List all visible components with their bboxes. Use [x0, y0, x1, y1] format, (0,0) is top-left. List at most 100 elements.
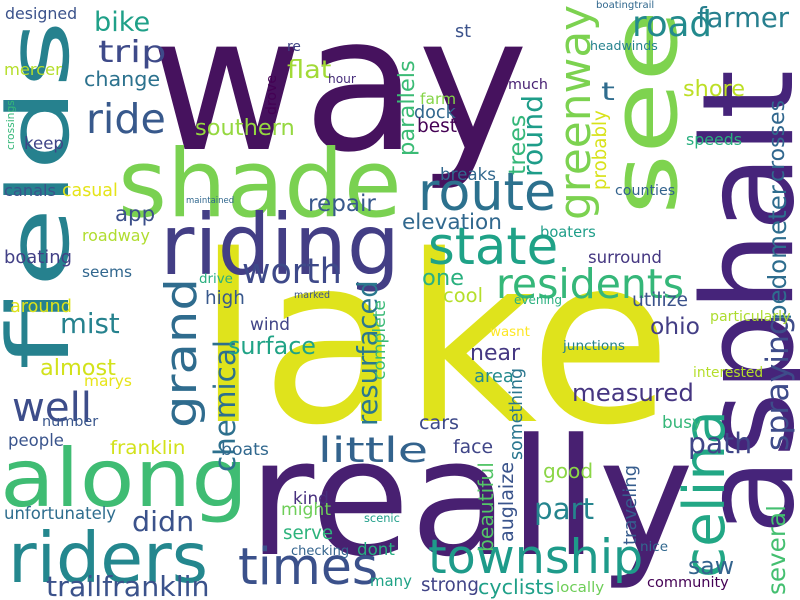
word-checking: checking	[291, 543, 350, 559]
word-way: way	[150, 0, 529, 194]
word-grand: grand	[156, 278, 207, 428]
word-utilize: utilize	[632, 289, 689, 311]
word-path: path	[688, 427, 753, 460]
word-seems: seems	[82, 262, 132, 281]
word-repair: repair	[308, 190, 376, 217]
word-shade: shade	[118, 130, 402, 239]
word-several: several	[761, 505, 791, 595]
word-community: community	[647, 574, 729, 591]
word-high: high	[205, 288, 245, 309]
word-well: well	[12, 385, 92, 431]
word-route: route	[418, 162, 557, 223]
word-shore: shore	[683, 76, 746, 102]
word-particularly: particularly	[710, 309, 791, 325]
word-measured: measured	[572, 378, 694, 407]
word-franklin: franklin	[110, 438, 186, 459]
word-farm: farm	[420, 90, 457, 108]
word-elevation: elevation	[402, 210, 502, 235]
word-part: part	[534, 491, 595, 526]
word-serve: serve	[283, 523, 334, 544]
word-junctions: junctions	[563, 338, 626, 354]
word-southern: southern	[195, 114, 295, 141]
word-people: people	[8, 430, 64, 450]
word-interested: interested	[693, 365, 764, 381]
word-ride: ride	[86, 94, 166, 143]
word-boaters: boaters	[540, 223, 596, 241]
word-trees: trees	[504, 114, 531, 175]
word-maintained: maintained	[186, 195, 235, 206]
word-drove: drove	[264, 74, 280, 115]
word-trailfranklin: trailfranklin	[46, 570, 210, 600]
word-headwinds: headwinds	[590, 37, 658, 53]
word-counties: counties	[615, 183, 676, 199]
word-little: little	[318, 430, 429, 471]
word-t: t	[601, 76, 615, 106]
word-designed: designed	[5, 4, 78, 23]
word-dock: dock	[414, 103, 456, 123]
word-pedometer: pedometer	[762, 185, 792, 320]
word-st: st	[455, 22, 472, 42]
word-spraying: spraying	[760, 314, 796, 451]
word-surround: surround	[588, 247, 662, 267]
word-area: area	[474, 366, 514, 387]
word-road: road	[632, 4, 712, 45]
word-bike: bike	[94, 6, 151, 38]
word-near: near	[470, 341, 521, 366]
word-cyclists: cyclists	[478, 574, 555, 599]
word-flat: flat	[287, 54, 332, 84]
word-many: many	[370, 571, 412, 590]
word-scenic: scenic	[364, 510, 400, 525]
word-drive: drive	[199, 271, 233, 287]
word-saw: saw	[688, 552, 735, 580]
word-hour: hour	[328, 72, 356, 86]
word-beautiful: beautiful	[474, 462, 498, 552]
word-cool: cool	[443, 284, 483, 307]
word-roadway: roadway	[82, 226, 150, 245]
word-along: along	[0, 430, 249, 525]
word-unfortunately: unfortunately	[4, 503, 117, 523]
word-kind: kind	[293, 487, 329, 508]
word-strong: strong	[421, 575, 479, 596]
word-best: best	[417, 115, 458, 137]
word-app: app	[115, 201, 156, 227]
word-canals: canals	[4, 181, 56, 200]
word-speeds: speeds	[686, 130, 742, 149]
word-surface: surface	[228, 332, 316, 360]
word-dont: dont	[357, 538, 395, 559]
word-ohio: ohio	[650, 311, 700, 340]
word-worth: worth	[242, 251, 342, 292]
word-nice: nice	[640, 539, 669, 555]
word-didn: didn	[132, 505, 195, 538]
word-locally: locally	[556, 580, 605, 596]
word-keep: keep	[24, 133, 64, 153]
word-change: change	[84, 66, 161, 91]
word-wind: wind	[250, 313, 290, 334]
word-marys: marys	[84, 371, 132, 390]
word-marked: marked	[294, 290, 331, 301]
word-really: really	[248, 405, 694, 593]
word-state: state	[428, 216, 559, 277]
word-mist: mist	[60, 307, 120, 340]
word-riders: riders	[8, 518, 209, 599]
word-busy: busy	[662, 411, 702, 432]
word-evening: evening	[514, 293, 563, 307]
word-probably: probably	[590, 110, 611, 190]
word-riding: riding	[160, 195, 400, 294]
word-face: face	[453, 436, 494, 458]
word-good: good	[543, 459, 594, 483]
word-re: re	[287, 39, 301, 55]
word-mercer: mercer	[4, 60, 62, 79]
word-times: times	[238, 537, 379, 596]
word-boats: boats	[221, 439, 269, 460]
word-much: much	[508, 77, 548, 93]
word-wasnt: wasnt	[490, 324, 530, 340]
word-residents: residents	[496, 259, 685, 308]
word-might: might	[281, 499, 332, 520]
word-farmer: farmer	[697, 2, 790, 34]
word-breaks: breaks	[440, 163, 496, 184]
word-township: township	[428, 529, 644, 585]
word-traveling: traveling	[620, 464, 641, 545]
word-almost: almost	[40, 355, 116, 381]
word-crosses: crosses	[765, 99, 790, 182]
